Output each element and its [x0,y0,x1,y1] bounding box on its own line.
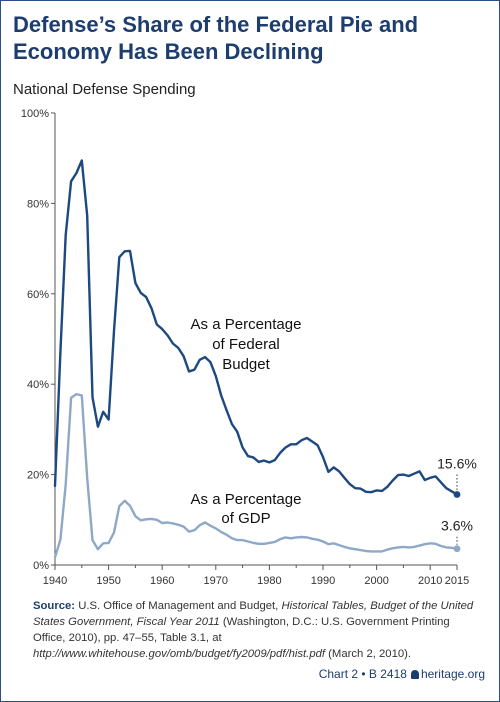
chart-title: Defense’s Share of the Federal Pie and E… [13,12,419,64]
x-tick-label: 1940 [43,575,67,587]
x-tick-label: 1960 [150,575,174,587]
source-url: http://www.whitehouse.gov/omb/budget/fy2… [33,648,326,660]
series-line [53,392,459,559]
series-label-line: Budget [222,356,270,373]
end-value-label: 3.6% [441,518,473,534]
x-tick-label: 2015 [445,575,469,587]
chart-id: Chart 2 • B 2418 [318,667,407,681]
y-tick-label: 100% [21,108,49,120]
y-tick-label: 0% [33,560,49,572]
series-line [53,159,459,496]
y-tick-label: 60% [27,289,49,301]
source-text-3: (March 2, 2010). [325,648,412,660]
line-chart: 0% 20% 40% 60% 80% 100% 1940 1950 1960 1970 1980 19… [21,108,477,587]
x-tick-label: 2010 [418,575,442,587]
series-label-line: As a Percentage [191,316,302,333]
y-tick-label: 40% [27,379,49,391]
x-tick-label: 1970 [204,575,228,587]
end-point [453,545,461,553]
source-text-1: U.S. Office of Management and Budget, [75,600,282,612]
source-text-2: (Washington, D.C.: U.S. Government Print… [33,616,450,644]
y-tick-label: 80% [27,198,49,210]
x-tick-label: 2000 [364,575,388,587]
chart-subtitle: National Defense Spending [13,81,196,98]
source-label: Source: [33,600,76,612]
end-point [453,491,461,498]
x-tick-label: 1980 [257,575,281,587]
series-label-line: of GDP [221,510,270,527]
source-note: Source: U.S. Office of Management and Bu… [33,598,485,662]
x-tick-label: 1950 [96,575,120,587]
y-tick-label: 20% [27,470,49,482]
series-label-line: As a Percentage [191,491,302,508]
liberty-bell-icon [410,670,419,679]
x-tick-label: 1990 [311,575,335,587]
site-name: heritage.org [420,667,485,681]
footer: Chart 2 • B 2418 heritage.org [319,667,485,681]
series-label-line: of Federal [212,336,280,353]
source-title: Historical Tables, Budget of the United … [33,600,474,628]
end-value-label: 15.6% [437,455,477,471]
